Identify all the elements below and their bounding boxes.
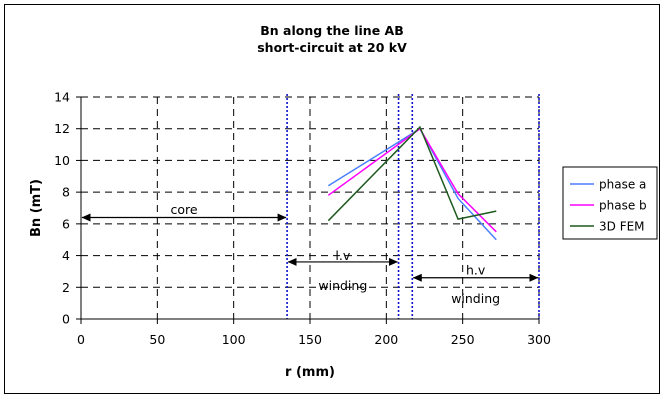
y-tick-label: 10 xyxy=(54,153,70,168)
x-tick-label: 100 xyxy=(222,332,246,347)
region-label: core xyxy=(171,202,198,217)
axes xyxy=(76,96,540,324)
legend-label: 3D FEM xyxy=(599,220,645,234)
y-tick-label: 14 xyxy=(54,90,70,105)
x-tick-label: 150 xyxy=(298,332,322,347)
x-tick-label: 0 xyxy=(77,332,85,347)
y-axis-title: Bn (mT) xyxy=(29,179,44,237)
region-label: winding xyxy=(318,278,367,293)
y-tick-label: 8 xyxy=(62,185,70,200)
grid xyxy=(81,96,540,319)
y-tick-label: 2 xyxy=(62,280,70,295)
x-axis-title: r (mm) xyxy=(285,365,335,380)
legend: phase a phase b 3D FEM xyxy=(562,166,658,240)
legend-label: phase a xyxy=(599,178,646,192)
y-tick-label: 12 xyxy=(54,121,70,136)
region-label: h.v xyxy=(466,262,486,277)
chart-subtitle: short-circuit at 20 kV xyxy=(257,40,407,55)
series-line xyxy=(327,125,497,222)
tick-labels: 0 2 4 6 8 10 12 14 0 50 100 150 200 250 300 xyxy=(54,90,551,348)
x-tick-label: 50 xyxy=(149,332,165,347)
winding-boundaries xyxy=(286,94,540,319)
y-tick-label: 0 xyxy=(62,312,70,327)
series-line xyxy=(327,127,497,233)
series-line xyxy=(327,127,497,241)
x-tick-label: 250 xyxy=(451,332,475,347)
annotations: core l.v winding h.v winding xyxy=(81,202,539,306)
x-tick-label: 300 xyxy=(527,332,551,347)
series xyxy=(327,125,497,241)
chart-title: Bn along the line AB xyxy=(260,23,404,38)
region-label: l.v xyxy=(335,248,350,263)
x-tick-label: 200 xyxy=(374,332,398,347)
legend-label: phase b xyxy=(599,199,647,213)
region-label: winding xyxy=(451,291,500,306)
chart-frame xyxy=(4,4,660,394)
y-tick-label: 4 xyxy=(62,248,70,263)
y-tick-label: 6 xyxy=(62,216,70,231)
legend-box xyxy=(562,166,658,240)
